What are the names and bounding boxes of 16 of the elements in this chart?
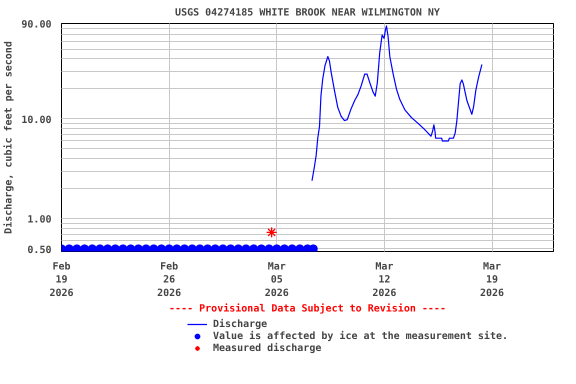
y-tick-label: 10.00 [21, 114, 52, 126]
x-tick-label: Mar 05 2026 [264, 262, 289, 299]
chart-title: USGS 04274185 WHITE BROOK NEAR WILMINGTON NY [175, 8, 440, 18]
line-series [311, 25, 483, 182]
y-tick-label: 1.00 [27, 214, 52, 226]
y-tick-label: 0.50 [27, 244, 52, 256]
x-tick-label: Feb 26 2026 [157, 262, 182, 299]
y-axis-title: Discharge, cubic feet per second [2, 41, 14, 234]
y-tick-label: 90.00 [21, 20, 52, 30]
x-tick-label: Feb 19 2026 [49, 262, 74, 299]
legend-label: Discharge [213, 318, 268, 330]
legend-label: Measured discharge [213, 342, 322, 354]
x-tick-label: Mar 19 2026 [480, 262, 504, 299]
text: ---- Provisional Data Subject to Revision ---- [169, 302, 446, 314]
x-tick-label: Mar 12 2026 [372, 262, 396, 299]
legend-label: Value is affected by ice at the measurement site. [213, 330, 508, 342]
